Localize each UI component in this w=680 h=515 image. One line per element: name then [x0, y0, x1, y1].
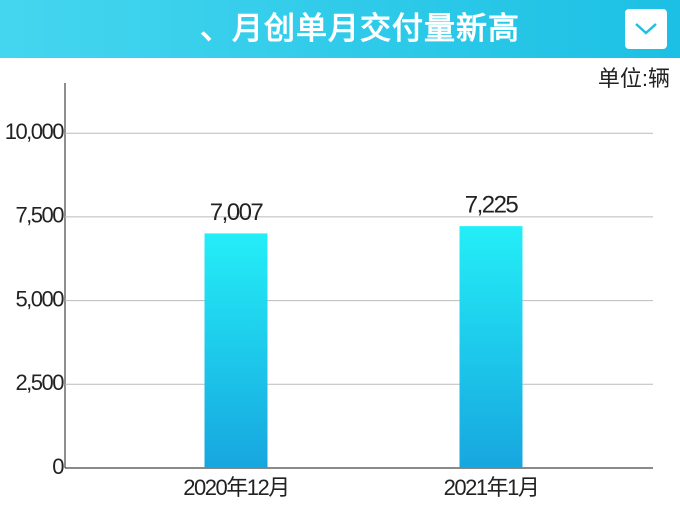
y-tick-label: 5,000	[15, 286, 64, 311]
header-title: 、月创单月交付量新高	[200, 11, 520, 46]
y-tick-label: 10,000	[5, 119, 65, 144]
bar	[204, 233, 268, 468]
y-tick-label: 0	[52, 454, 64, 479]
y-tick-label: 2,500	[15, 370, 64, 395]
value-label: 7,225	[465, 191, 519, 218]
value-label: 7,007	[210, 199, 264, 226]
y-tick-label: 7,500	[15, 203, 64, 228]
dropdown-button[interactable]	[625, 9, 667, 49]
unit-label: 单位:辆	[598, 66, 670, 91]
bar	[459, 226, 523, 468]
header-band	[0, 0, 680, 58]
x-tick-label: 2020年12月	[183, 475, 288, 500]
x-tick-label: 2021年1月	[444, 475, 539, 500]
